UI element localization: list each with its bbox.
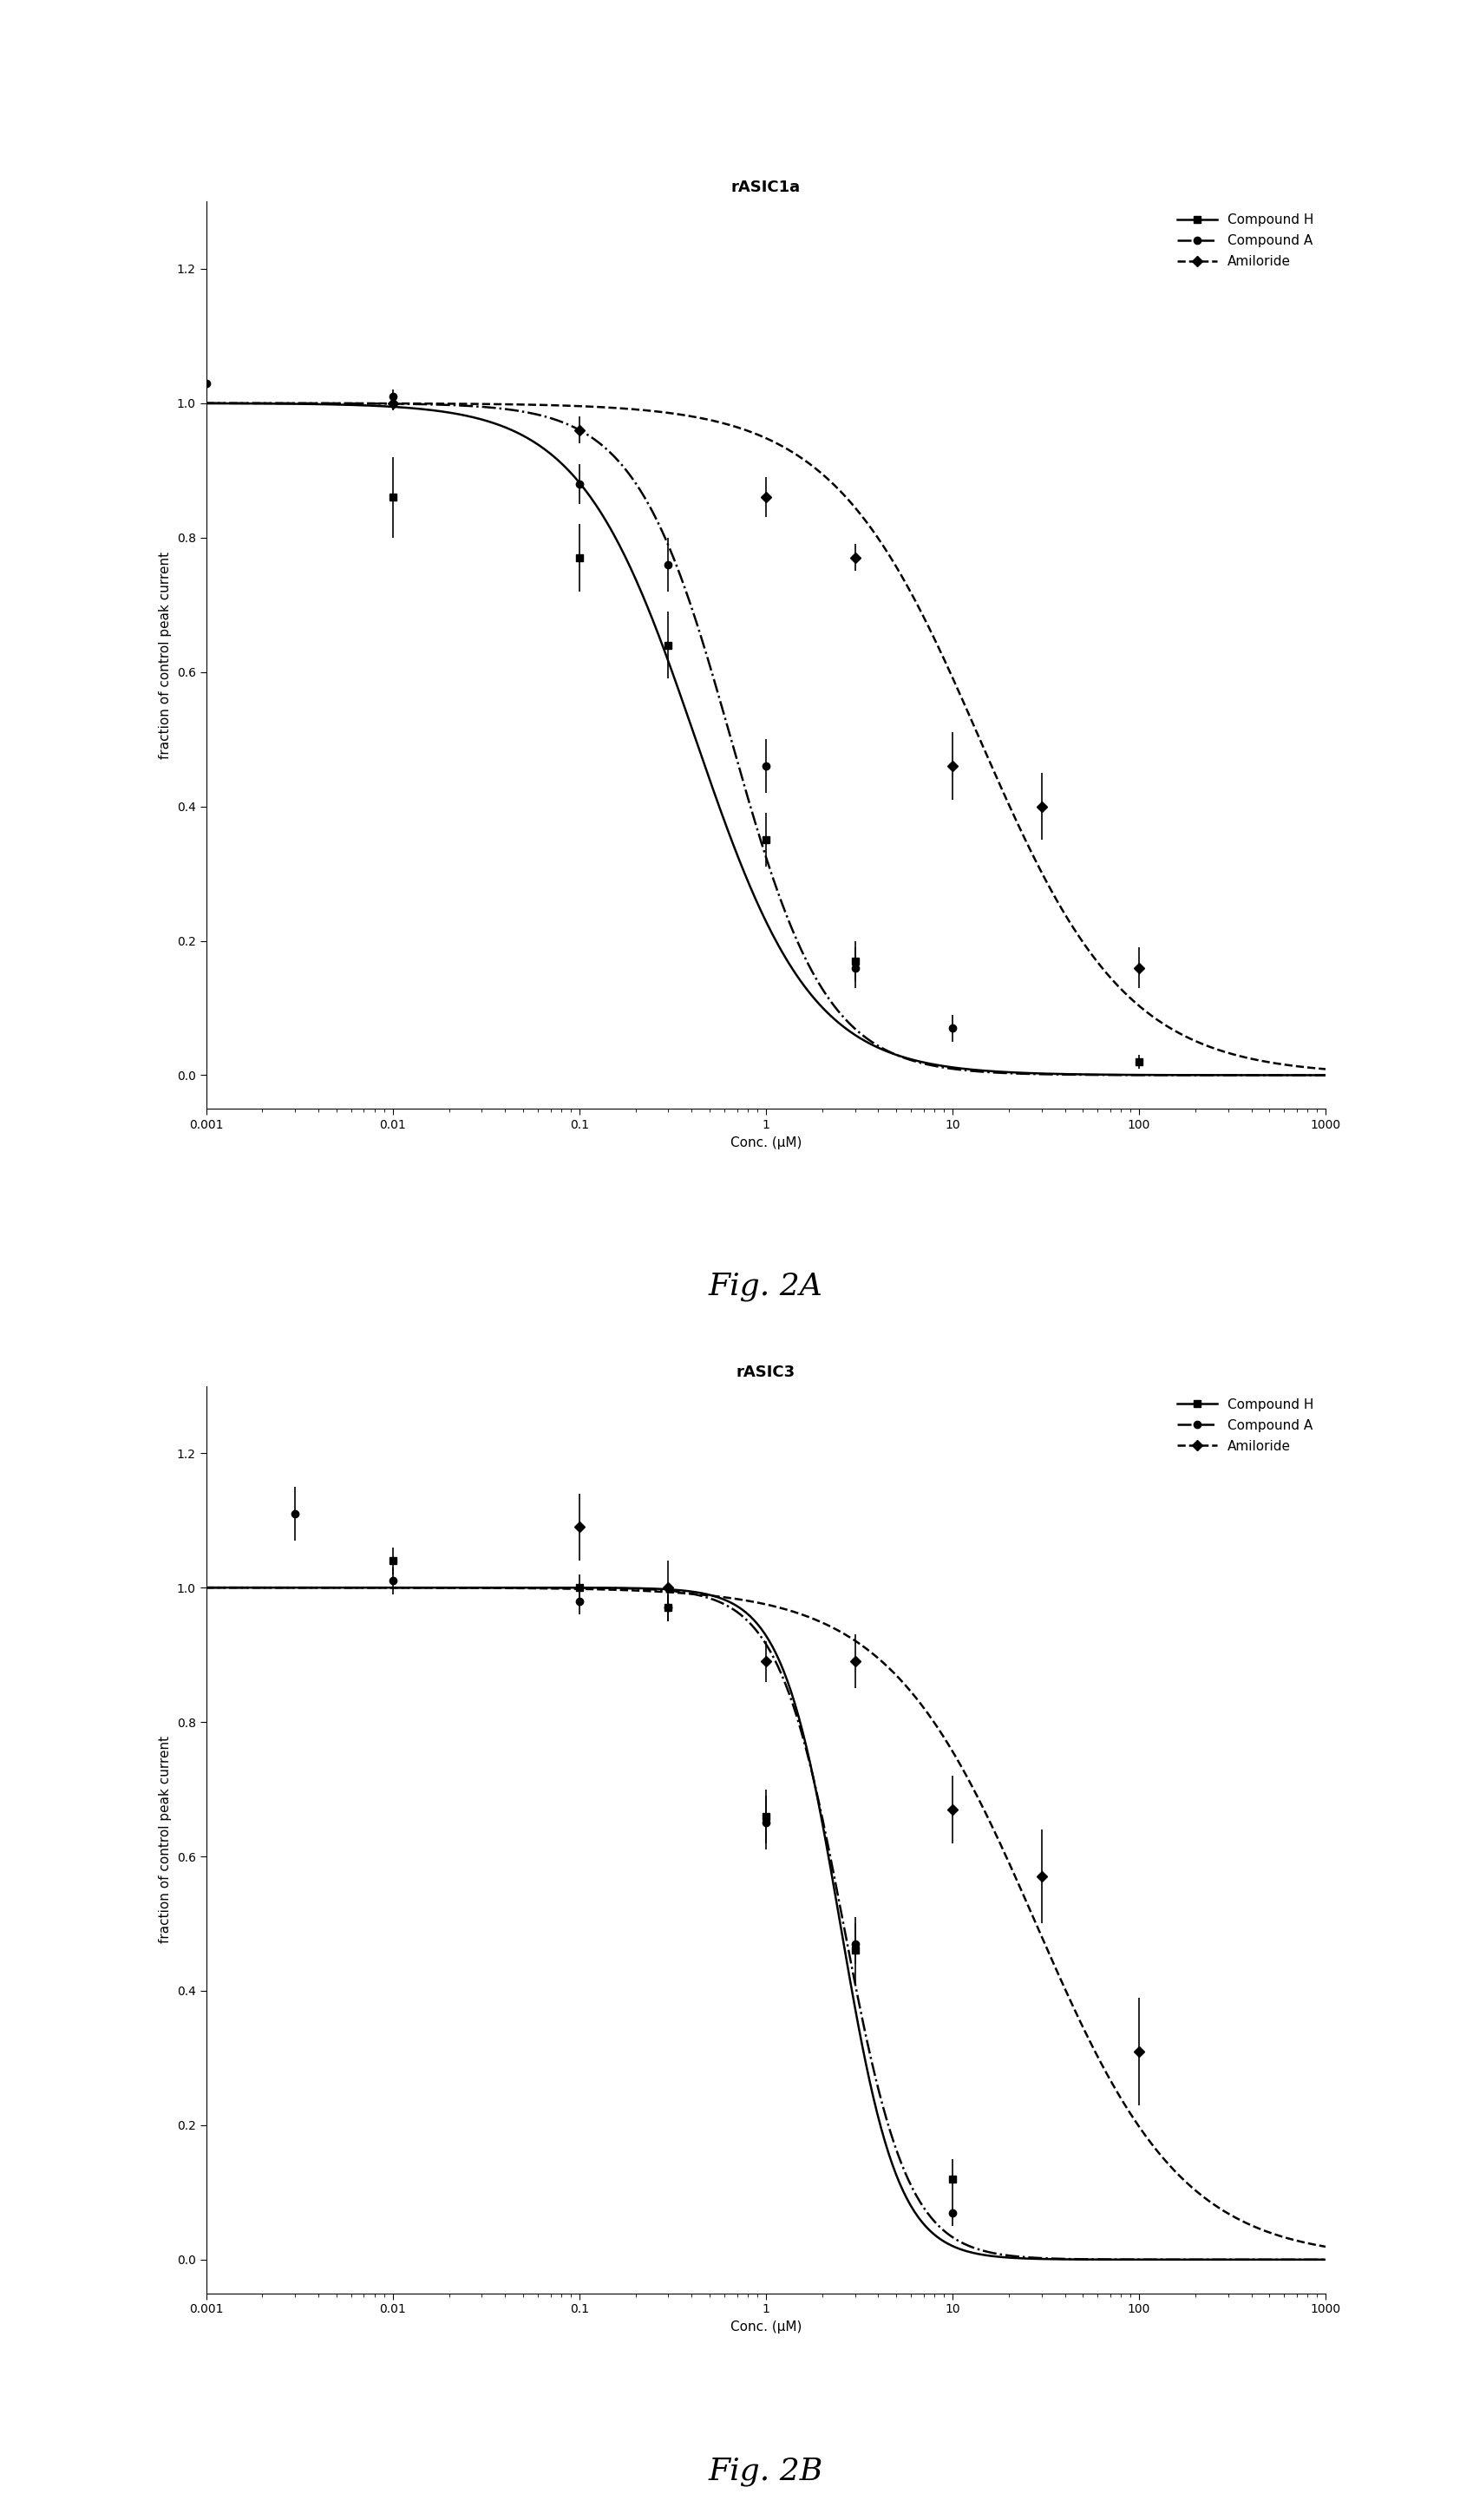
Title: rASIC3: rASIC3: [736, 1363, 795, 1381]
X-axis label: Conc. (μM): Conc. (μM): [731, 1137, 801, 1149]
Y-axis label: fraction of control peak current: fraction of control peak current: [159, 552, 172, 759]
Legend: Compound H, Compound A, Amiloride: Compound H, Compound A, Amiloride: [1173, 1394, 1320, 1459]
Text: Fig. 2B: Fig. 2B: [709, 2457, 823, 2487]
X-axis label: Conc. (μM): Conc. (μM): [731, 2321, 801, 2334]
Text: Fig. 2A: Fig. 2A: [709, 1273, 823, 1303]
Title: rASIC1a: rASIC1a: [731, 179, 801, 197]
Y-axis label: fraction of control peak current: fraction of control peak current: [159, 1736, 172, 1943]
Legend: Compound H, Compound A, Amiloride: Compound H, Compound A, Amiloride: [1173, 209, 1320, 275]
